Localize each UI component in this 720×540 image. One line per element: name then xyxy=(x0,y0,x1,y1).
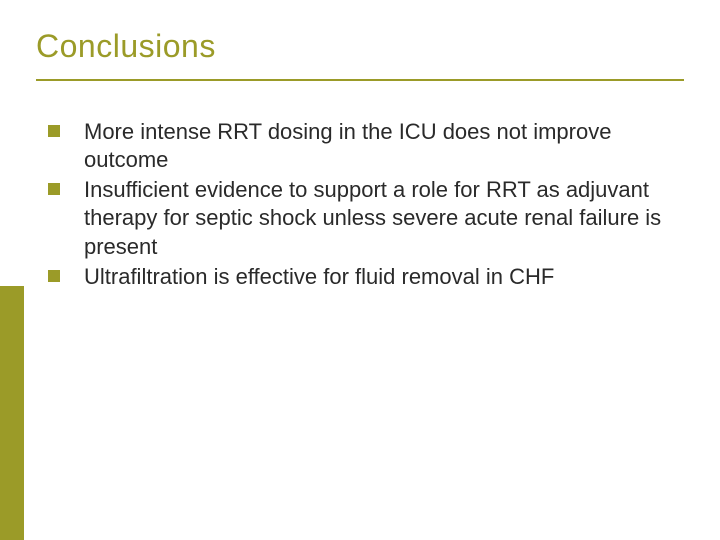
square-bullet-icon xyxy=(48,183,60,195)
bullet-item: More intense RRT dosing in the ICU does … xyxy=(48,118,680,174)
bullet-list: More intense RRT dosing in the ICU does … xyxy=(48,118,680,291)
bullet-text: Insufficient evidence to support a role … xyxy=(84,177,661,258)
bullet-text: Ultrafiltration is effective for fluid r… xyxy=(84,264,554,289)
slide-title: Conclusions xyxy=(36,28,684,65)
content-area: More intense RRT dosing in the ICU does … xyxy=(48,118,680,293)
square-bullet-icon xyxy=(48,270,60,282)
bullet-item: Ultrafiltration is effective for fluid r… xyxy=(48,263,680,291)
title-underline xyxy=(36,79,684,81)
square-bullet-icon xyxy=(48,125,60,137)
accent-strip xyxy=(0,286,24,540)
bullet-item: Insufficient evidence to support a role … xyxy=(48,176,680,260)
title-area: Conclusions xyxy=(36,28,684,81)
slide: Conclusions More intense RRT dosing in t… xyxy=(0,0,720,540)
bullet-text: More intense RRT dosing in the ICU does … xyxy=(84,119,611,172)
